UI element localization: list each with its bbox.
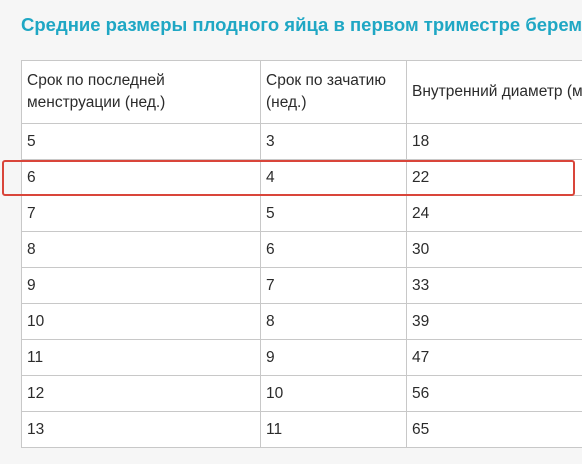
- cell-inner-diameter: 65: [406, 411, 582, 448]
- header-conception-weeks: Срок по зачатию (нед.): [260, 60, 407, 124]
- cell-lmp-weeks: 8: [21, 231, 261, 268]
- cell-inner-diameter: 22: [406, 159, 582, 196]
- cell-inner-diameter: 39: [406, 303, 582, 340]
- cell-conception-weeks: 9: [260, 339, 407, 376]
- table-row: 13 11 65: [21, 411, 582, 448]
- header-lmp-weeks: Срок по последней менструации (нед.): [21, 60, 261, 124]
- cell-lmp-weeks: 5: [21, 123, 261, 160]
- cell-inner-diameter: 30: [406, 231, 582, 268]
- size-table: Срок по последней менструации (нед.) Сро…: [21, 60, 582, 448]
- cell-inner-diameter: 47: [406, 339, 582, 376]
- table-row: 11 9 47: [21, 339, 582, 376]
- table-row: 5 3 18: [21, 123, 582, 160]
- cell-lmp-weeks: 11: [21, 339, 261, 376]
- cell-conception-weeks: 11: [260, 411, 407, 448]
- table-row: 9 7 33: [21, 267, 582, 304]
- cell-inner-diameter: 33: [406, 267, 582, 304]
- table-row: 10 8 39: [21, 303, 582, 340]
- table-header-row: Срок по последней менструации (нед.) Сро…: [21, 60, 582, 124]
- cell-inner-diameter: 18: [406, 123, 582, 160]
- cell-conception-weeks: 7: [260, 267, 407, 304]
- table-row-highlighted: 6 4 22: [21, 159, 582, 196]
- page-title: Средние размеры плодного яйца в первом т…: [21, 14, 581, 35]
- cell-conception-weeks: 5: [260, 195, 407, 232]
- table-row: 12 10 56: [21, 375, 582, 412]
- cell-lmp-weeks: 9: [21, 267, 261, 304]
- cell-conception-weeks: 10: [260, 375, 407, 412]
- cell-lmp-weeks: 12: [21, 375, 261, 412]
- table-row: 7 5 24: [21, 195, 582, 232]
- cell-lmp-weeks: 7: [21, 195, 261, 232]
- cell-inner-diameter: 56: [406, 375, 582, 412]
- cell-conception-weeks: 6: [260, 231, 407, 268]
- cell-conception-weeks: 4: [260, 159, 407, 196]
- cell-conception-weeks: 3: [260, 123, 407, 160]
- cell-lmp-weeks: 10: [21, 303, 261, 340]
- cell-lmp-weeks: 6: [21, 159, 261, 196]
- header-inner-diameter: Внутренний диаметр (мм): [406, 60, 582, 124]
- cell-inner-diameter: 24: [406, 195, 582, 232]
- cell-conception-weeks: 8: [260, 303, 407, 340]
- table-row: 8 6 30: [21, 231, 582, 268]
- cell-lmp-weeks: 13: [21, 411, 261, 448]
